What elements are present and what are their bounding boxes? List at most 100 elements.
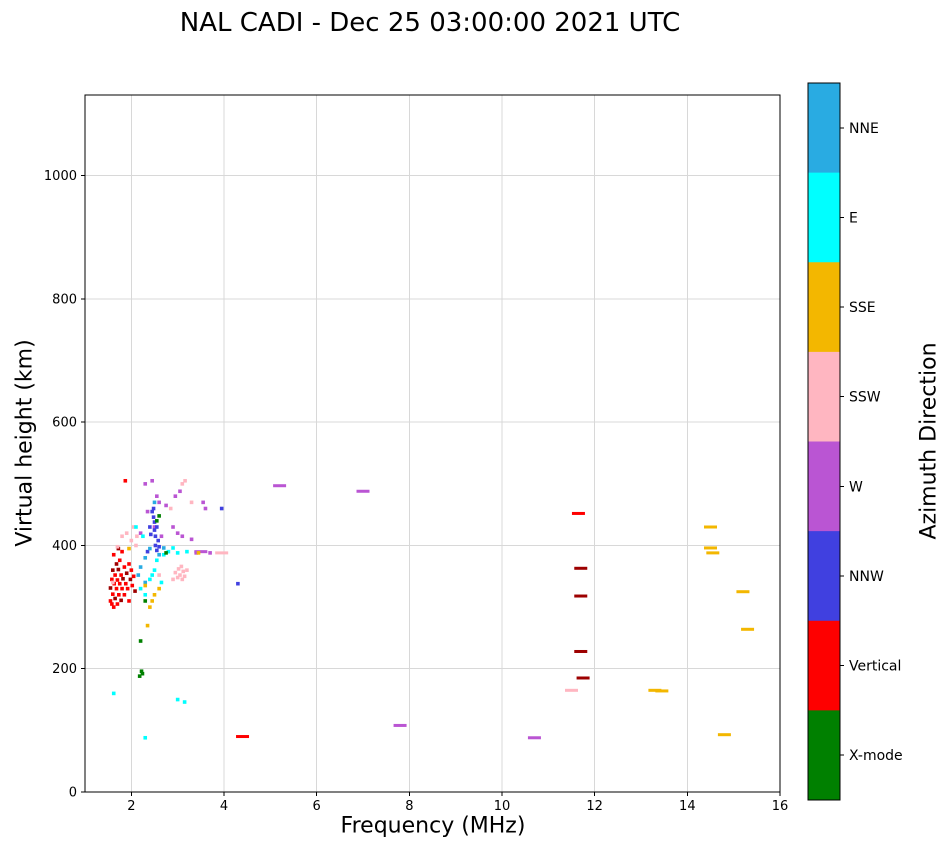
echo-point [181, 569, 186, 574]
echo-point [125, 586, 130, 591]
echo-point [122, 565, 127, 569]
colorbar: NNE E SSE SSW W NNW Vertical X-mode [807, 82, 903, 801]
echo-point [129, 568, 134, 572]
echo-point [116, 546, 121, 551]
echo-point [117, 558, 122, 563]
echo-point [175, 697, 180, 702]
colorbar-tick-label: NNW [849, 569, 884, 585]
echo-point [157, 573, 161, 577]
echo-point [164, 503, 168, 508]
colorbar-tick-label: W [849, 479, 863, 495]
echo-point [145, 509, 150, 514]
echo-point [134, 525, 138, 529]
echo-point [153, 543, 158, 548]
echo-point [113, 596, 117, 601]
echo-point [219, 506, 224, 511]
echo-point [152, 592, 157, 597]
echo-point [236, 581, 240, 586]
echo-point [111, 552, 116, 557]
echo-point [124, 531, 129, 535]
echo-point [148, 605, 152, 609]
echo-point [124, 571, 129, 576]
colorbar-frame [807, 82, 841, 801]
x-axis-label: Frequency (MHz) [340, 813, 526, 839]
echo-point [138, 565, 143, 569]
echo-point [115, 602, 120, 606]
echo-dash [574, 566, 588, 570]
echo-point [152, 520, 157, 524]
echo-point [113, 573, 117, 577]
echo-dash [236, 735, 250, 739]
echo-point [114, 562, 119, 566]
echo-point [155, 525, 159, 529]
echo-point [128, 577, 133, 582]
echo-point [182, 700, 187, 704]
echo-dash [706, 551, 720, 555]
echo-point [157, 544, 161, 549]
plot-frame [84, 94, 781, 793]
echo-point [148, 577, 152, 582]
echo-point [121, 576, 125, 581]
echo-dash [393, 723, 407, 727]
echo-point [110, 602, 114, 606]
echo-point [182, 574, 187, 579]
echo-point [201, 500, 205, 505]
echo-point [171, 525, 175, 529]
echo-point [156, 538, 161, 543]
echo-dash [574, 649, 588, 653]
x-tick-label: 8 [405, 799, 413, 814]
echo-dash [736, 590, 750, 594]
echo-dash [576, 676, 590, 680]
echo-point [143, 583, 148, 588]
echo-point [159, 534, 164, 539]
echo-point [150, 509, 154, 514]
echo-point [164, 551, 168, 555]
echo-point [180, 482, 185, 486]
echo-point [151, 506, 156, 511]
echo-point [175, 575, 180, 580]
echo-point [153, 534, 158, 539]
colorbar-segment [808, 531, 840, 622]
echo-point [145, 549, 150, 554]
echo-point [133, 589, 137, 593]
echo-point [143, 735, 148, 740]
y-tick-label: 200 [52, 662, 77, 677]
echo-dash [356, 489, 370, 493]
echo-point [152, 525, 157, 529]
echo-dash [194, 550, 208, 554]
colorbar-segment [808, 351, 840, 442]
echo-point [143, 599, 148, 603]
echo-point [148, 532, 153, 537]
echo-point [131, 574, 136, 579]
echo-point [155, 519, 159, 523]
echo-point [171, 577, 175, 582]
echo-dash [704, 525, 717, 529]
x-tick-label: 12 [586, 799, 603, 814]
echo-point [175, 551, 180, 555]
echo-point [108, 586, 113, 590]
echo-dash [655, 689, 669, 693]
echo-point [116, 567, 121, 572]
echo-point [175, 531, 180, 535]
echo-point [115, 578, 120, 582]
echo-point [111, 691, 116, 696]
echo-point [138, 639, 143, 643]
chart-title: NAL CADI - Dec 25 03:00:00 2021 UTC [179, 8, 681, 38]
echo-point [115, 544, 120, 549]
echo-point [138, 531, 143, 535]
echo-point [189, 537, 194, 542]
echo-point [120, 534, 124, 539]
echo-point [119, 573, 123, 577]
y-tick-label: 1000 [44, 169, 77, 184]
echo-point [119, 598, 123, 603]
echo-dash [273, 484, 287, 488]
echo-point [117, 592, 121, 597]
echo-point [157, 586, 161, 591]
echo-point [157, 552, 161, 557]
colorbar-tick-label: E [849, 210, 858, 226]
echo-point [208, 551, 212, 555]
colorbar-tick-label: SSE [849, 300, 876, 316]
echo-point [143, 556, 148, 560]
colorbar-tick-label: Vertical [849, 659, 901, 675]
